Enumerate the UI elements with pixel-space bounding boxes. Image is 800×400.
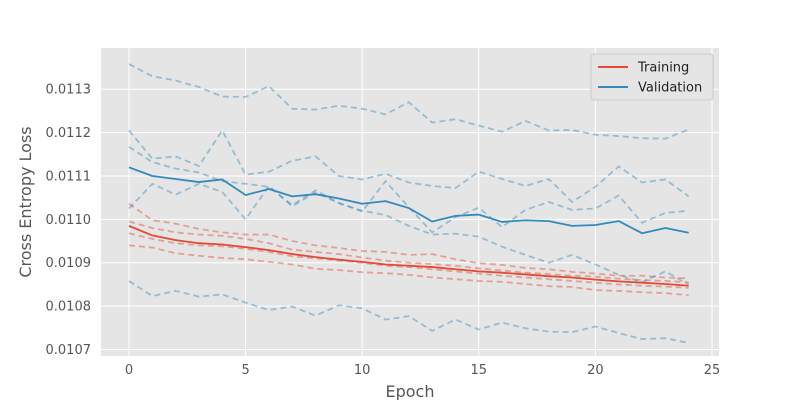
y-axis-ticks: 0.0107 0.0108 0.0109 0.0110 0.0111 0.0112 0.01… (46, 83, 92, 358)
dashed-run-line-5 (128, 63, 690, 140)
dashed-run-line-8 (128, 182, 690, 286)
y-tick-label: 0.0109 (46, 256, 92, 271)
legend-label-training: Training (637, 61, 689, 76)
x-tick-label: 10 (354, 363, 371, 378)
legend-box (590, 53, 714, 101)
training-line (128, 225, 689, 287)
x-tick-label: 5 (241, 363, 249, 378)
y-tick-label: 0.0111 (46, 169, 92, 184)
x-tick-label: 15 (471, 363, 488, 378)
x-axis-ticks: 0 5 10 15 20 25 (125, 363, 720, 378)
legend: Training Validation (590, 53, 714, 101)
x-tick-label: 20 (587, 363, 604, 378)
dashed-run-line-3 (128, 232, 689, 289)
dashed-run-line-7 (128, 146, 689, 234)
grid-lines (101, 48, 719, 356)
y-tick-label: 0.0113 (46, 83, 92, 98)
dashed-run-line-6 (128, 128, 690, 204)
dashed-run-line-2 (128, 220, 689, 284)
validation-line (128, 166, 689, 235)
y-axis-title: Cross Entropy Loss (16, 126, 35, 277)
y-tick-label: 0.0112 (46, 126, 92, 141)
y-tick-label: 0.0108 (46, 300, 92, 315)
y-tick-label: 0.0110 (46, 213, 92, 228)
dashed-run-line-4 (128, 244, 689, 297)
run-lines (128, 63, 690, 344)
series-lines (128, 166, 689, 287)
dashed-run-line-9 (128, 280, 689, 344)
legend-label-validation: Validation (638, 81, 702, 96)
y-tick-label: 0.0107 (46, 343, 92, 358)
x-tick-label: 25 (704, 363, 721, 378)
x-axis-title: Epoch (386, 382, 435, 400)
x-tick-label: 0 (125, 363, 133, 378)
